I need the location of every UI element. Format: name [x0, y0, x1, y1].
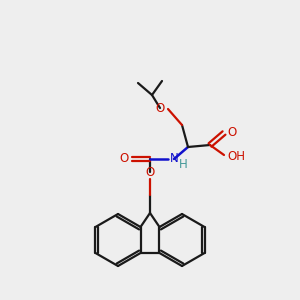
Text: O: O [146, 166, 154, 178]
Text: O: O [155, 101, 165, 115]
Text: N: N [169, 152, 178, 166]
Text: OH: OH [227, 151, 245, 164]
Text: H: H [178, 158, 188, 172]
Text: O: O [227, 125, 237, 139]
Text: O: O [119, 152, 129, 166]
